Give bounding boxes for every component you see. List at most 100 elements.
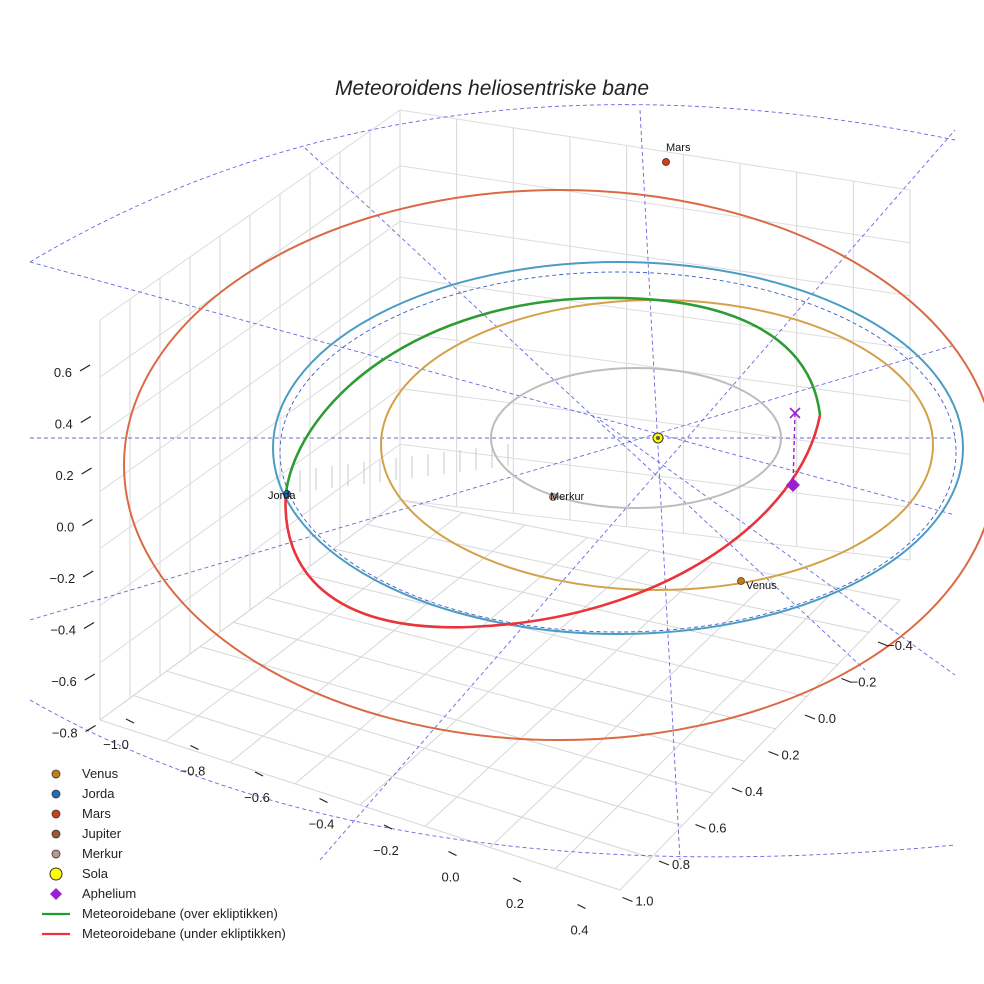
- grid-line: [554, 587, 838, 870]
- back-pane: [100, 110, 910, 720]
- jorda-marker: [283, 490, 291, 498]
- y-tick-label: 0.4: [745, 784, 763, 799]
- orbit-jorda: [272, 261, 964, 635]
- ecliptic-line: [639, 109, 681, 861]
- ecliptic-boundary: [29, 104, 956, 263]
- legend-marker: [51, 829, 61, 839]
- y-tick-label: 1.0: [635, 894, 653, 909]
- x-tick-label: −0.4: [309, 817, 335, 832]
- z-tick-mark: [79, 364, 91, 372]
- grid-line: [99, 109, 911, 321]
- legend-item: Meteoroidebane (under ekliptikken): [42, 926, 286, 941]
- x-tick-mark: [190, 744, 199, 751]
- grid-line: [619, 599, 901, 891]
- legend-item: Aphelium: [50, 886, 136, 901]
- x-tick-label: −0.8: [180, 764, 206, 779]
- x-tick-mark: [254, 771, 264, 777]
- legend: Venus Jorda Mars Jupiter Merkur Sola Aphelium M…: [42, 766, 286, 941]
- z-tick-label: 0.6: [54, 365, 72, 380]
- grid-line: [99, 220, 911, 435]
- legend-item: Venus: [51, 766, 119, 781]
- x-tick-mark: [512, 877, 522, 883]
- orbit-mars: [123, 189, 984, 741]
- legend-item: Merkur: [51, 846, 123, 861]
- x-tick-mark: [319, 797, 328, 804]
- z-tick-label: −0.4: [50, 623, 76, 638]
- grid-line: [99, 276, 911, 492]
- x-tick-label: 0.0: [441, 870, 459, 885]
- grid-line: [424, 562, 713, 827]
- grid-line: [489, 574, 776, 848]
- legend-item: Sola: [49, 866, 109, 881]
- grid-line: [294, 537, 588, 785]
- z-tick-label: 0.4: [55, 417, 73, 432]
- orbit-merkur: [490, 367, 782, 509]
- tick-labels: 0.6 0.4 0.2 0.0 −0.2 −0.4 −0.6 −0.8 −1.0 −0.8 −0.6…: [50, 364, 913, 938]
- grid-line: [164, 512, 463, 742]
- legend-item: Mars: [51, 806, 111, 821]
- mars-marker: [662, 158, 670, 166]
- y-tick-mark: [731, 787, 743, 793]
- planet-labels: Mars Jorda Merkur Venus: [268, 142, 777, 592]
- z-tick-label: 0.0: [56, 520, 74, 535]
- y-tick-mark: [804, 714, 816, 720]
- x-tick-label: −0.6: [244, 790, 270, 805]
- y-tick-mark: [768, 750, 779, 757]
- y-tick-label: −0.2: [851, 675, 877, 690]
- x-tick-mark: [125, 718, 135, 724]
- legend-label: Meteoroidebane (under ekliptikken): [82, 926, 286, 941]
- aphelion-marker: [786, 478, 800, 492]
- z-tick-label: −0.2: [50, 571, 76, 586]
- grid-line: [99, 499, 401, 721]
- x-tick-label: −1.0: [103, 737, 129, 752]
- orbit-jorda-projection: [279, 271, 957, 633]
- z-tick-mark: [82, 518, 93, 527]
- z-tick-mark: [85, 724, 96, 733]
- ecliptic-boundary: [29, 699, 956, 858]
- z-tick-label: −0.8: [52, 726, 78, 741]
- x-tick-mark: [448, 850, 457, 857]
- z-tick-mark: [81, 467, 92, 475]
- legend-label: Mars: [82, 806, 111, 821]
- y-tick-mark: [622, 896, 633, 903]
- legend-label: Jupiter: [82, 826, 122, 841]
- legend-item: Meteoroidebane (over ekliptikken): [42, 906, 278, 921]
- aphelion-projection-cross: [789, 407, 801, 419]
- z-tick-label: 0.2: [56, 468, 74, 483]
- legend-marker: [49, 867, 63, 881]
- x-tick-label: 0.2: [506, 896, 524, 911]
- label-mars: Mars: [666, 142, 691, 154]
- legend-marker: [51, 789, 61, 799]
- chart-title: Meteoroidens heliosentriske bane: [335, 77, 649, 100]
- x-tick-mark: [383, 824, 393, 830]
- y-tick-label: 0.8: [672, 857, 690, 872]
- y-tick-label: 0.2: [781, 748, 799, 763]
- aphelion-connector: [792, 412, 796, 486]
- grid-line: [99, 332, 911, 549]
- y-tick-label: 0.6: [708, 821, 726, 836]
- legend-label: Venus: [82, 766, 119, 781]
- legend-marker: [51, 769, 61, 779]
- z-tick-label: −0.6: [51, 674, 77, 689]
- y-tick-mark: [877, 641, 889, 647]
- label-merkur: Merkur: [550, 491, 585, 503]
- grid-line: [99, 388, 911, 607]
- label-venus: Venus: [746, 580, 777, 592]
- orbit-lines: [123, 189, 984, 741]
- meteoroid-orbit-above: [284, 296, 822, 493]
- ecliptic-reference-lines: [29, 104, 956, 861]
- y-tick-label: −0.4: [887, 638, 913, 653]
- body-markers: [283, 158, 801, 585]
- y-tick-mark: [841, 677, 852, 684]
- grid-line: [229, 524, 526, 763]
- z-tick-mark: [80, 415, 92, 424]
- legend-item: Jupiter: [51, 826, 122, 841]
- legend-label: Sola: [82, 866, 109, 881]
- legend-label: Jorda: [82, 786, 115, 801]
- ecliptic-line: [29, 261, 956, 516]
- meteoroid-orbit-below: [284, 414, 822, 629]
- label-jorda: Jorda: [268, 490, 296, 502]
- x-tick-label: −0.2: [373, 843, 399, 858]
